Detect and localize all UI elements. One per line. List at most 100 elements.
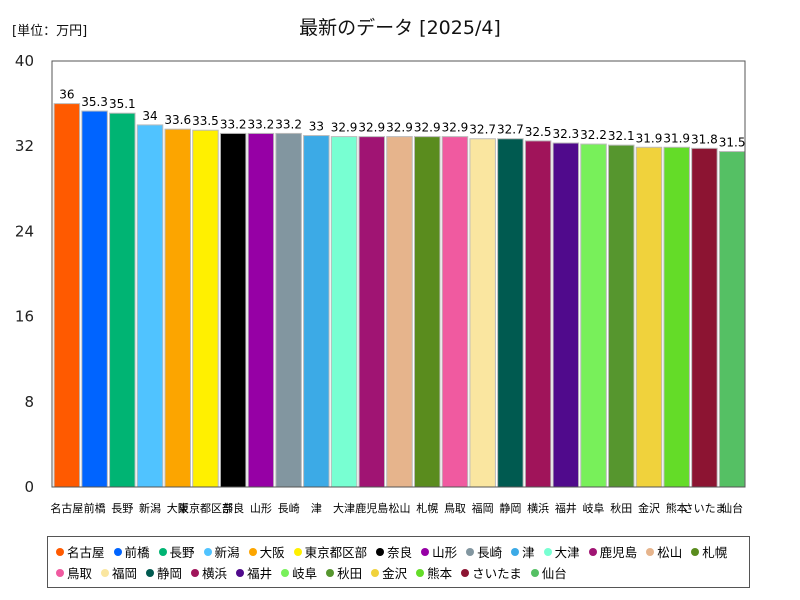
legend-marker — [511, 547, 520, 556]
value-label: 35.3 — [81, 95, 108, 109]
legend-item: 静岡 — [146, 563, 182, 582]
category-label: 札幌 — [416, 501, 438, 515]
category-label: 熊本 — [666, 501, 688, 515]
category-label: 大津 — [333, 501, 355, 515]
category-label: 前橋 — [84, 501, 106, 515]
value-label: 33.6 — [164, 113, 191, 127]
bar — [552, 142, 580, 488]
value-label: 32.9 — [442, 121, 469, 135]
legend-marker — [203, 547, 212, 556]
value-label: 32.9 — [331, 121, 358, 135]
legend-label: さいたま — [472, 566, 522, 581]
value-label: 32.9 — [386, 121, 413, 135]
legend-marker — [588, 547, 597, 556]
legend-marker — [326, 568, 335, 577]
value-label: 31.5 — [719, 136, 746, 150]
legend-marker — [376, 547, 385, 556]
y-tick-label: 40 — [15, 52, 34, 70]
legend-item: 名古屋 — [56, 542, 105, 561]
legend-item: 長野 — [158, 542, 195, 561]
bar — [469, 138, 496, 488]
category-label: さいたま — [683, 502, 727, 515]
y-tick-label: 16 — [15, 308, 34, 326]
bar — [247, 132, 275, 488]
bar — [635, 146, 663, 488]
legend-marker — [461, 568, 470, 577]
legend-item: 山形 — [421, 542, 457, 561]
value-label: 32.2 — [580, 128, 607, 142]
bar — [441, 136, 469, 488]
value-label: 32.3 — [552, 127, 579, 141]
value-label: 33.2 — [220, 117, 247, 131]
y-tick-label: 0 — [24, 478, 34, 496]
legend-label: 岐阜 — [292, 566, 318, 581]
bar — [413, 136, 441, 488]
category-label: 山形 — [250, 502, 272, 515]
legend-label: 鹿児島 — [599, 545, 638, 560]
legend-label: 名古屋 — [67, 545, 105, 560]
value-label: 31.9 — [663, 131, 690, 145]
legend-item: 岐阜 — [281, 563, 317, 582]
legend-label: 奈良 — [387, 545, 413, 560]
bar — [691, 147, 718, 488]
value-label: 36 — [59, 88, 74, 102]
legend-item: さいたま — [461, 563, 522, 582]
legend-marker — [416, 568, 425, 577]
category-label: 新潟 — [139, 501, 161, 515]
legend-item: 奈良 — [376, 542, 412, 561]
legend-item: 東京都区部 — [293, 542, 368, 561]
legend-marker — [543, 547, 552, 556]
bar — [358, 136, 386, 488]
category-label: 静岡 — [499, 501, 521, 515]
legend-marker — [371, 568, 380, 577]
legend-item: 札幌 — [691, 542, 727, 561]
legend-label: 福井 — [247, 566, 273, 581]
value-label: 31.9 — [636, 131, 663, 145]
legend-item: 横浜 — [191, 563, 227, 582]
legend-marker — [421, 547, 430, 556]
legend-label: 秋田 — [337, 566, 363, 581]
bar — [136, 124, 164, 488]
legend-item: 新潟 — [203, 542, 240, 561]
legend: 名古屋 前橋 長野 新潟 大阪 東京都区部 奈良 山形 長崎 津 大津 鹿児島 松山 札幌 鳥取 福岡 静岡 横浜… — [47, 536, 750, 588]
legend-item: 鳥取 — [56, 563, 92, 582]
legend-label: 静岡 — [157, 566, 183, 581]
bar — [219, 132, 247, 488]
plot-frame — [51, 60, 746, 488]
bar — [580, 143, 607, 488]
legend-marker — [466, 547, 475, 556]
category-label: 秋田 — [610, 501, 632, 515]
legend-item: 津 — [511, 542, 535, 561]
legend-marker — [646, 547, 655, 556]
bar — [164, 128, 191, 488]
legend-label: 東京都区部 — [304, 545, 368, 560]
legend-label: 仙台 — [541, 566, 567, 581]
category-label: 大阪 — [167, 501, 189, 515]
category-label: 奈良 — [222, 501, 244, 515]
chart-title: 最新のデータ [2025/4] — [299, 17, 501, 39]
bar — [109, 112, 136, 488]
legend-item: 福岡 — [101, 563, 137, 582]
bar — [386, 136, 413, 488]
y-tick-label: 32 — [15, 137, 34, 155]
legend-label: 津 — [522, 545, 535, 560]
bar — [608, 144, 635, 488]
legend-label: 大阪 — [259, 545, 285, 560]
value-label: 32.7 — [497, 123, 524, 137]
legend-item: 仙台 — [530, 563, 567, 582]
legend-item: 金沢 — [371, 563, 407, 582]
legend-marker — [281, 568, 290, 577]
category-label: 松山 — [389, 501, 411, 515]
value-label: 34 — [142, 109, 157, 123]
bar — [192, 129, 219, 488]
category-label: 横浜 — [527, 501, 549, 515]
value-label: 33.2 — [275, 117, 302, 131]
category-label: 東京都区部 — [178, 501, 233, 515]
bar — [497, 138, 524, 488]
category-label: 鳥取 — [444, 501, 466, 515]
legend-item: 松山 — [646, 542, 682, 561]
value-label: 32.5 — [525, 125, 552, 139]
y-tick-label: 8 — [24, 393, 34, 411]
legend-item: 前橋 — [113, 542, 150, 561]
category-label: 福岡 — [472, 501, 494, 515]
